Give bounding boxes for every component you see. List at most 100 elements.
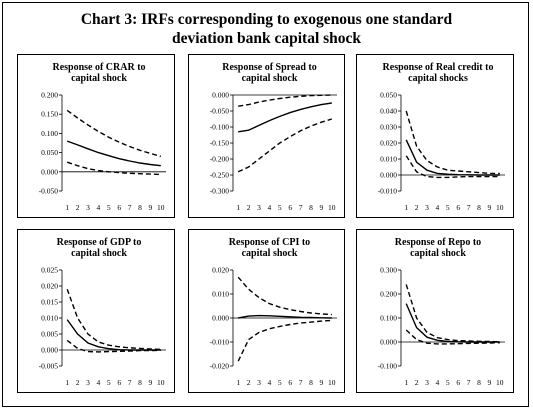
x-tick-label: 5	[107, 378, 111, 387]
y-tick-label: 0.010	[380, 155, 397, 164]
x-tick-label: 5	[107, 203, 111, 212]
y-tick-label: 0.005	[41, 330, 58, 339]
y-tick-label: 0.200	[41, 91, 58, 100]
panel-title-line: capital shocks	[408, 73, 468, 84]
panel-title-line: Response of CPI to	[229, 237, 310, 248]
y-tick-label: -0.250	[210, 171, 230, 180]
x-tick-label: 4	[97, 378, 101, 387]
x-tick-label: 2	[247, 378, 251, 387]
confidence-band-line	[405, 110, 500, 175]
x-tick-label: 2	[247, 203, 251, 212]
x-tick-label: 9	[320, 203, 324, 212]
irf-panel-2: Response of Spread to capital shock 0.000 -…	[188, 54, 345, 218]
y-tick-label: 0.020	[41, 282, 58, 291]
x-tick-label: 4	[436, 203, 440, 212]
y-tick-label: 0.040	[380, 107, 397, 116]
x-tick-label: 10	[157, 203, 165, 212]
confidence-band-line	[66, 109, 161, 158]
y-tick-label: 0.010	[212, 290, 229, 299]
x-tick-label: 1	[65, 378, 69, 387]
x-tick-label: 8	[309, 378, 313, 387]
x-tick-label: 8	[477, 378, 481, 387]
panel-title-line: Response of Repo to	[395, 237, 481, 248]
confidence-band-line	[66, 288, 161, 351]
y-tick-label: -0.050	[39, 187, 59, 196]
x-tick-label: 1	[236, 203, 240, 212]
confidence-band-line	[405, 329, 500, 345]
y-tick-label: 0.000	[380, 171, 397, 180]
y-tick-label: 0.025	[41, 266, 58, 275]
y-tick-label: 0.020	[380, 139, 397, 148]
x-tick-label: 7	[299, 378, 303, 387]
x-tick-label: 3	[257, 203, 261, 212]
irf-panel-6: Response of Repo to capital shock 0.300 0.2…	[356, 229, 514, 393]
x-tick-label: 3	[425, 203, 429, 212]
irf-panel-1: Response of CRAR to capital shock 0.200 0.1…	[17, 54, 175, 218]
y-tick-label: 0.000	[212, 314, 229, 323]
panel-title-line: Response of GDP to	[57, 237, 142, 248]
x-tick-label: 9	[488, 378, 492, 387]
y-tick-label: -0.010	[378, 187, 398, 196]
x-tick-label: 5	[446, 378, 450, 387]
y-tick-label: 0.000	[380, 338, 397, 347]
x-tick-label: 1	[236, 378, 240, 387]
x-tick-label: 7	[467, 203, 471, 212]
panel-title-line: capital shock	[71, 248, 127, 259]
x-tick-label: 6	[456, 378, 460, 387]
chart-title-line-1: Chart 3: IRFs corresponding to exogenous…	[80, 11, 453, 28]
y-tick-label: -0.020	[210, 362, 230, 371]
panel-title-line: Response of CRAR to	[52, 62, 145, 73]
x-tick-label: 7	[128, 203, 132, 212]
confidence-band-line	[237, 319, 332, 362]
panel-title-line: capital shock	[410, 248, 466, 259]
x-tick-label: 6	[456, 203, 460, 212]
x-tick-label: 4	[268, 378, 272, 387]
x-tick-label: 10	[496, 378, 504, 387]
chart-title-line-2: deviation bank capital shock	[171, 30, 362, 47]
irf-response-line	[405, 303, 500, 343]
confidence-band-line	[237, 118, 333, 173]
x-tick-label: 1	[65, 203, 69, 212]
irf-response-line	[405, 139, 500, 176]
x-tick-label: 7	[467, 378, 471, 387]
x-tick-label: 7	[299, 203, 303, 212]
x-tick-label: 6	[288, 378, 292, 387]
y-tick-label: 0.000	[41, 167, 58, 176]
x-tick-label: 10	[328, 378, 336, 387]
panel-title-line: Response of Real credit to	[383, 62, 494, 73]
x-tick-label: 6	[117, 378, 121, 387]
x-tick-label: 3	[86, 378, 90, 387]
irf-response-line	[66, 140, 161, 167]
y-tick-label: 0.030	[380, 123, 397, 132]
x-tick-label: 1	[404, 203, 408, 212]
y-tick-label: 0.000	[41, 346, 58, 355]
x-tick-label: 2	[415, 203, 419, 212]
x-tick-label: 8	[477, 203, 481, 212]
x-tick-label: 3	[86, 203, 90, 212]
x-tick-label: 2	[415, 378, 419, 387]
x-tick-label: 7	[128, 378, 132, 387]
confidence-band-line	[66, 161, 161, 176]
y-tick-label: 0.050	[41, 148, 58, 157]
x-tick-label: 4	[436, 378, 440, 387]
irf-response-line	[238, 102, 332, 133]
confidence-band-line	[405, 284, 500, 343]
panel-title-line: capital shock	[242, 248, 298, 259]
x-tick-label: 6	[117, 203, 121, 212]
x-tick-label: 5	[446, 203, 450, 212]
x-tick-label: 9	[149, 378, 153, 387]
irf-panel-5: Response of CPI to capital shock 0.020 0.01…	[188, 229, 345, 393]
x-tick-label: 10	[496, 203, 504, 212]
x-tick-label: 6	[288, 203, 292, 212]
chart-title: Chart 3: IRFs corresponding to exogenous…	[0, 10, 533, 48]
x-tick-label: 9	[488, 203, 492, 212]
panel-title-line: capital shock	[71, 73, 127, 84]
x-tick-label: 9	[320, 378, 324, 387]
irf-response-line	[238, 314, 332, 319]
y-tick-label: -0.150	[210, 139, 230, 148]
